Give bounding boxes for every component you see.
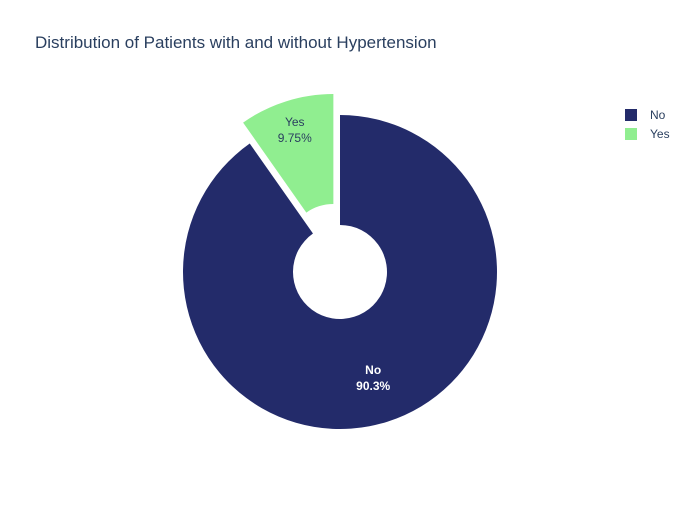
legend-item-no[interactable]: No: [625, 105, 670, 124]
legend-label-no: No: [650, 107, 666, 122]
legend-item-yes[interactable]: Yes: [625, 124, 670, 143]
slice-label-yes: Yes 9.75%: [278, 115, 312, 145]
legend: No Yes: [625, 105, 670, 143]
slice-label-no: No 90.3%: [356, 363, 390, 393]
legend-label-yes: Yes: [650, 126, 670, 141]
legend-swatch-yes: [625, 127, 637, 140]
slice-no[interactable]: [183, 115, 497, 429]
legend-swatch-no: [625, 108, 637, 121]
slice-yes[interactable]: [243, 94, 334, 213]
chart-title: Distribution of Patients with and withou…: [35, 33, 437, 52]
